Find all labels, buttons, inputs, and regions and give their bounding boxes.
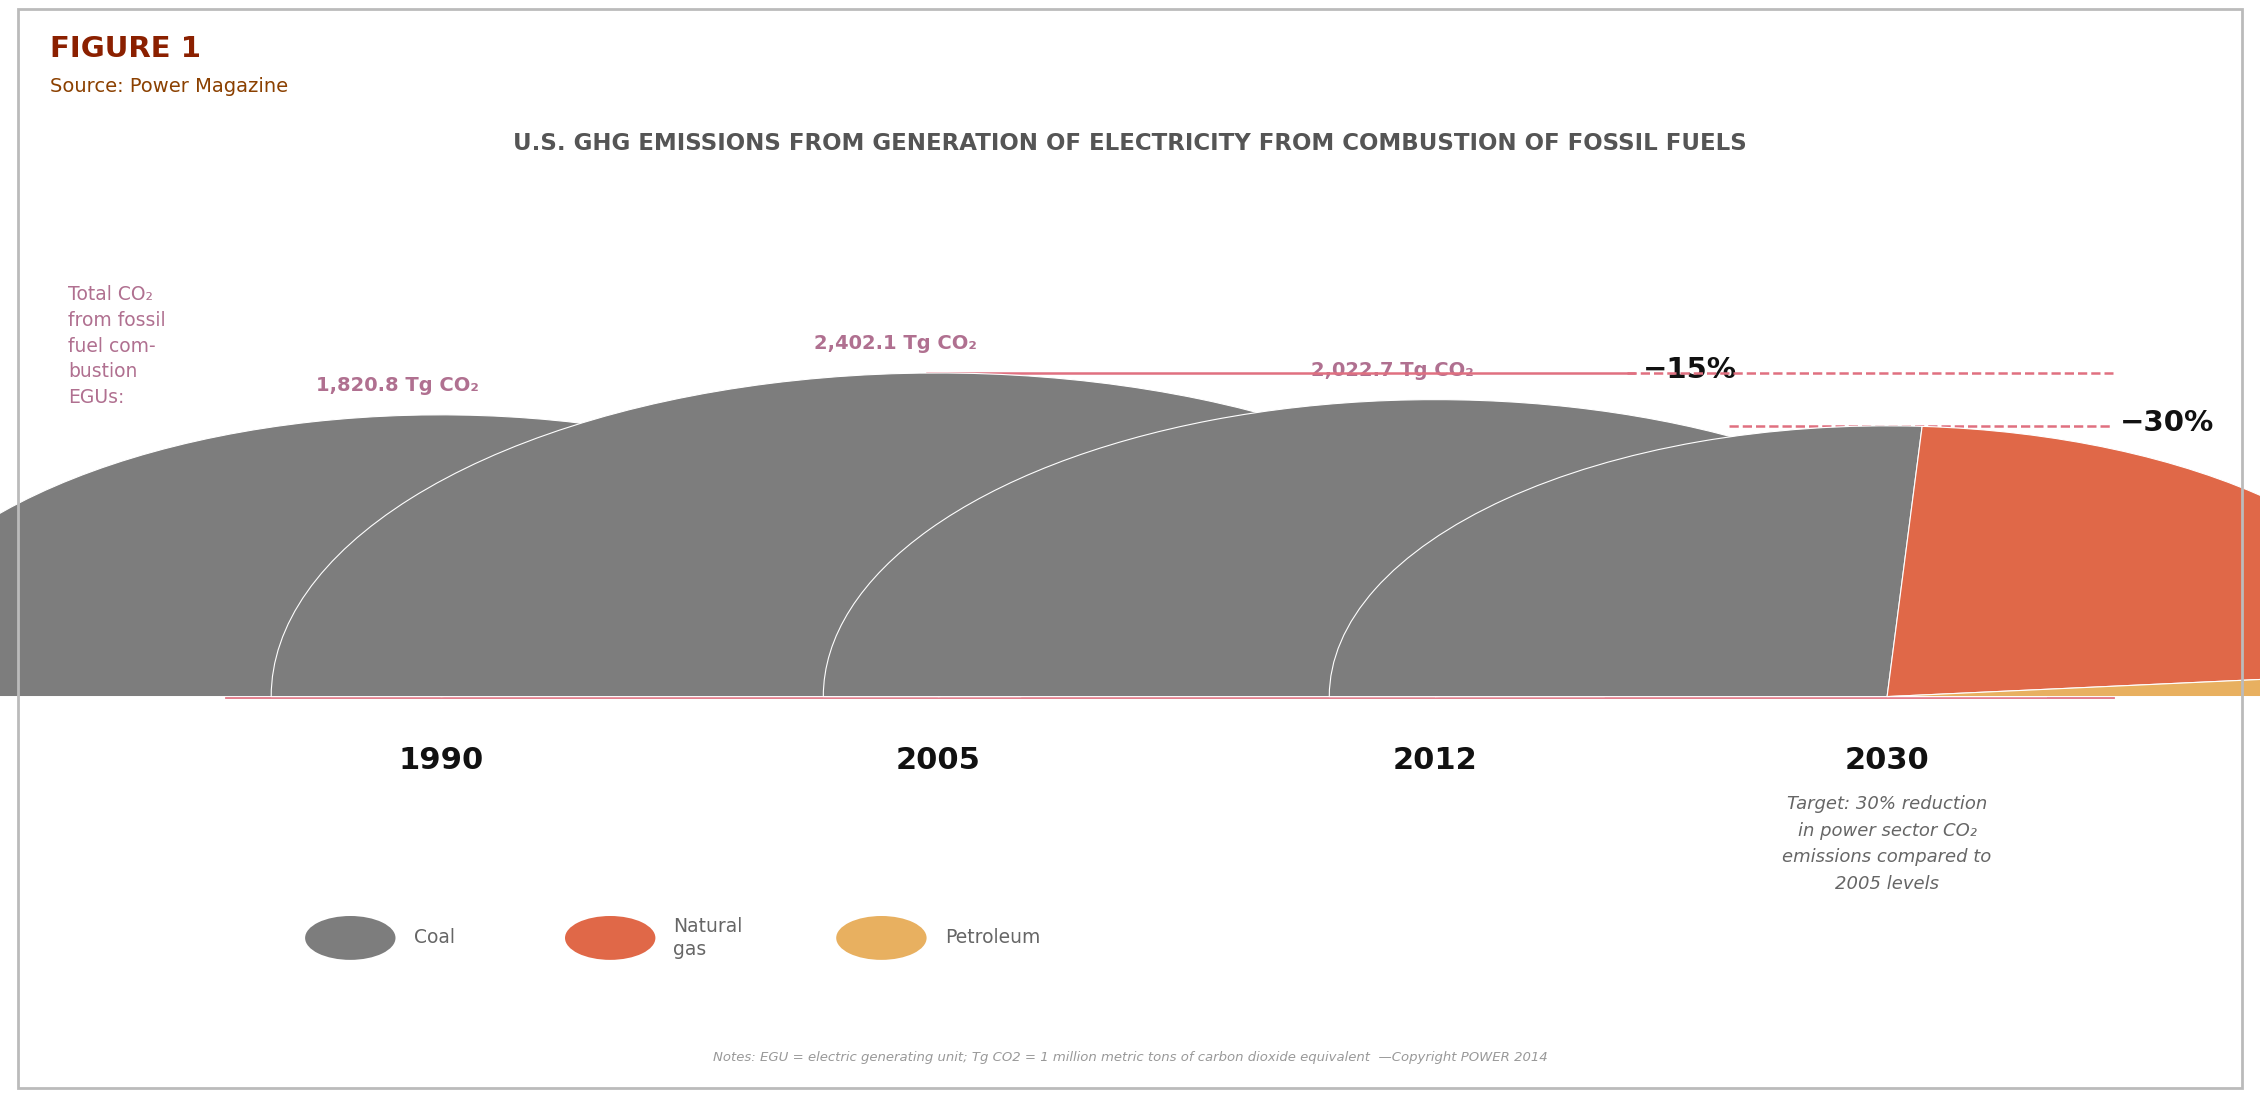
Wedge shape [271, 373, 1521, 697]
Wedge shape [823, 399, 1883, 697]
Text: 1,820.8 Tg CO₂: 1,820.8 Tg CO₂ [316, 376, 479, 395]
Wedge shape [441, 675, 1022, 697]
Text: 2005: 2005 [895, 746, 981, 774]
Text: Source: Power Magazine: Source: Power Magazine [50, 77, 287, 95]
Wedge shape [1329, 426, 1921, 697]
Text: FIGURE 1: FIGURE 1 [50, 35, 201, 64]
Text: −30%: −30% [2120, 408, 2215, 437]
Text: Total CO₂
from fossil
fuel com-
bustion
EGUs:: Total CO₂ from fossil fuel com- bustion … [68, 285, 165, 407]
Text: 2012: 2012 [1392, 746, 1478, 774]
Text: Coal: Coal [414, 928, 454, 948]
Text: Notes: EGU = electric generating unit; Tg CO2 = 1 million metric tons of carbon : Notes: EGU = electric generating unit; T… [712, 1051, 1548, 1064]
Text: 2,402.1 Tg CO₂: 2,402.1 Tg CO₂ [814, 335, 976, 353]
Wedge shape [441, 575, 1019, 697]
Circle shape [565, 916, 655, 960]
Text: 1990: 1990 [398, 746, 484, 774]
Wedge shape [938, 670, 1605, 697]
Text: Target: 30% reduction
in power sector CO₂
emissions compared to
2005 levels: Target: 30% reduction in power sector CO… [1783, 795, 1991, 893]
Text: U.S. GHG EMISSIONS FROM GENERATION OF ELECTRICITY FROM COMBUSTION OF FOSSIL FUEL: U.S. GHG EMISSIONS FROM GENERATION OF EL… [513, 132, 1747, 155]
Circle shape [305, 916, 396, 960]
Text: 2,022.7 Tg CO₂: 2,022.7 Tg CO₂ [1311, 361, 1474, 380]
Text: 2030: 2030 [1844, 746, 1930, 774]
Wedge shape [1435, 678, 2048, 697]
Wedge shape [1887, 427, 2260, 697]
Wedge shape [1435, 495, 2045, 697]
Text: Natural
gas: Natural gas [673, 917, 744, 959]
Wedge shape [938, 539, 1602, 697]
Text: −15%: −15% [1643, 355, 1738, 384]
Wedge shape [1887, 671, 2260, 697]
Wedge shape [0, 415, 965, 697]
Circle shape [836, 916, 927, 960]
Text: Petroleum: Petroleum [945, 928, 1040, 948]
